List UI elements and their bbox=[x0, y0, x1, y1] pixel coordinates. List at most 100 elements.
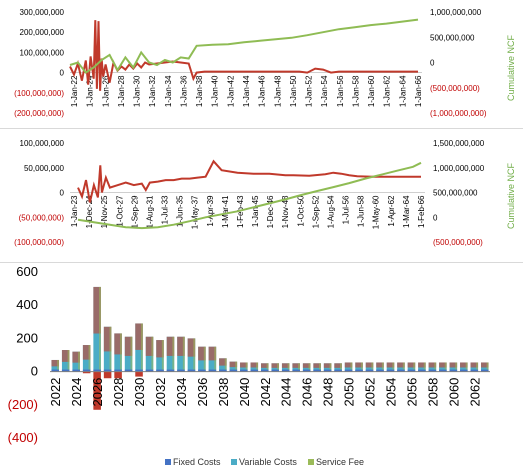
bar-fixed bbox=[281, 369, 290, 372]
bar-service-edge bbox=[119, 333, 122, 372]
ytick-label: 200 bbox=[16, 330, 38, 345]
bar-service bbox=[72, 351, 80, 363]
xtick-label: 2050 bbox=[342, 378, 357, 407]
bar-service bbox=[103, 326, 112, 352]
bar-fixed bbox=[166, 369, 175, 372]
bar-service bbox=[135, 323, 143, 350]
bar-service bbox=[460, 362, 468, 368]
xtick-label: 1-Jan-32 bbox=[148, 75, 157, 107]
bar-negative bbox=[93, 371, 101, 410]
xtick-label: 2038 bbox=[216, 378, 231, 407]
xtick-label: 1-Jan-64 bbox=[398, 75, 407, 107]
xtick-label: 1-Nov-48 bbox=[281, 195, 290, 228]
bar-negative bbox=[114, 371, 122, 379]
bar-fixed bbox=[397, 369, 405, 372]
bar-fixed bbox=[418, 369, 426, 372]
bar-service bbox=[51, 359, 60, 367]
bar-fixed bbox=[135, 369, 143, 372]
bar-service bbox=[439, 362, 447, 368]
xtick-label: 1-Oct-27 bbox=[115, 195, 124, 227]
bar-fixed bbox=[323, 369, 332, 372]
bar-service bbox=[198, 346, 206, 361]
chart-2-y2label: Cumulative NCF bbox=[506, 162, 516, 229]
legend-variable-label: Variable Costs bbox=[239, 457, 297, 467]
xtick-label: 2040 bbox=[237, 378, 252, 407]
bar-fixed bbox=[386, 369, 395, 372]
bar-service bbox=[386, 362, 395, 368]
xtick-label: 2026 bbox=[90, 378, 105, 407]
xtick-label: 1-Jan-56 bbox=[336, 75, 345, 107]
xtick-label: 1-Dec-46 bbox=[266, 195, 275, 228]
chart-1: 300,000,000 200,000,000 100,000,000 0 (100,0… bbox=[14, 8, 487, 118]
bar-service bbox=[82, 345, 91, 360]
bar-fixed bbox=[470, 369, 479, 372]
xtick-label: 1-Jan-46 bbox=[258, 75, 267, 107]
bar-service-edge bbox=[99, 286, 101, 372]
xtick-label: 1-Mar-41 bbox=[221, 195, 230, 228]
xtick-label: 1-Nov-25 bbox=[100, 195, 109, 228]
bar-fixed bbox=[61, 369, 70, 372]
xtick-label: 1-Jan-54 bbox=[320, 75, 329, 107]
ytick-label: (100,000,000) bbox=[14, 89, 64, 98]
bar-service-edge bbox=[434, 362, 437, 372]
bar-service bbox=[145, 336, 154, 356]
bar-fixed bbox=[365, 369, 374, 372]
bar-negative bbox=[82, 371, 91, 374]
bar-negative bbox=[135, 371, 143, 377]
bar-service-edge bbox=[455, 362, 458, 372]
bar-fixed bbox=[156, 369, 164, 372]
xtick-label: 1-Jan-22 bbox=[70, 75, 79, 107]
bar-service bbox=[281, 363, 290, 368]
divider-2 bbox=[0, 262, 523, 263]
ytick-label: 300,000,000 bbox=[20, 8, 65, 17]
bar-service-edge bbox=[402, 362, 405, 372]
xtick-label: 2028 bbox=[111, 378, 126, 407]
xtick-label: 1-Jan-44 bbox=[242, 75, 251, 107]
bar-service-edge bbox=[245, 362, 248, 372]
xtick-label: 1-Jan-50 bbox=[289, 75, 298, 107]
xtick-label: 1-Aug-31 bbox=[145, 195, 154, 228]
bar-service-edge bbox=[214, 346, 217, 372]
xtick-label: 1-Jan-30 bbox=[133, 75, 142, 107]
xtick-label: 1-Jan-48 bbox=[273, 75, 282, 107]
bar-fixed bbox=[93, 369, 101, 372]
divider-1 bbox=[0, 128, 523, 129]
xtick-label: 1-Apr-39 bbox=[206, 195, 215, 227]
bar-fixed bbox=[334, 369, 342, 372]
bar-service bbox=[240, 362, 248, 368]
bar-service bbox=[61, 350, 70, 362]
bar-service bbox=[418, 362, 426, 368]
y2tick-label: (500,000,000) bbox=[430, 84, 480, 93]
bar-service bbox=[428, 362, 437, 368]
bar-fixed bbox=[260, 369, 269, 372]
xtick-label: 1-Oct-50 bbox=[296, 195, 305, 227]
bar-service-edge bbox=[486, 362, 489, 372]
bar-fixed bbox=[103, 369, 112, 372]
bar-service bbox=[365, 362, 374, 368]
bar-service-edge bbox=[277, 363, 280, 372]
bar-service-edge bbox=[109, 326, 112, 372]
xtick-label: 1-Jan-34 bbox=[164, 75, 173, 107]
bar-fixed bbox=[302, 369, 311, 372]
bar-fixed bbox=[460, 369, 468, 372]
xtick-label: 2044 bbox=[279, 378, 294, 407]
bar-service-edge bbox=[140, 323, 143, 372]
bar-service-edge bbox=[308, 363, 311, 372]
bar-service-edge bbox=[298, 363, 300, 372]
legend-swatch-variable bbox=[231, 459, 237, 465]
bar-fixed bbox=[187, 369, 196, 372]
bar-service-edge bbox=[465, 362, 468, 372]
bar-negative bbox=[103, 371, 112, 379]
bar-fixed bbox=[177, 369, 185, 372]
bar-service bbox=[334, 363, 342, 368]
xtick-label: 1-Jan-42 bbox=[226, 75, 235, 107]
bar-fixed bbox=[145, 369, 154, 372]
xtick-label: 2022 bbox=[48, 378, 63, 407]
bar-service-edge bbox=[392, 362, 395, 372]
legend-swatch-fixed bbox=[165, 459, 171, 465]
xtick-label: 1-Jan-28 bbox=[117, 75, 126, 107]
bar-service bbox=[219, 358, 227, 366]
bar-service bbox=[480, 362, 489, 368]
bar-service bbox=[93, 286, 101, 334]
